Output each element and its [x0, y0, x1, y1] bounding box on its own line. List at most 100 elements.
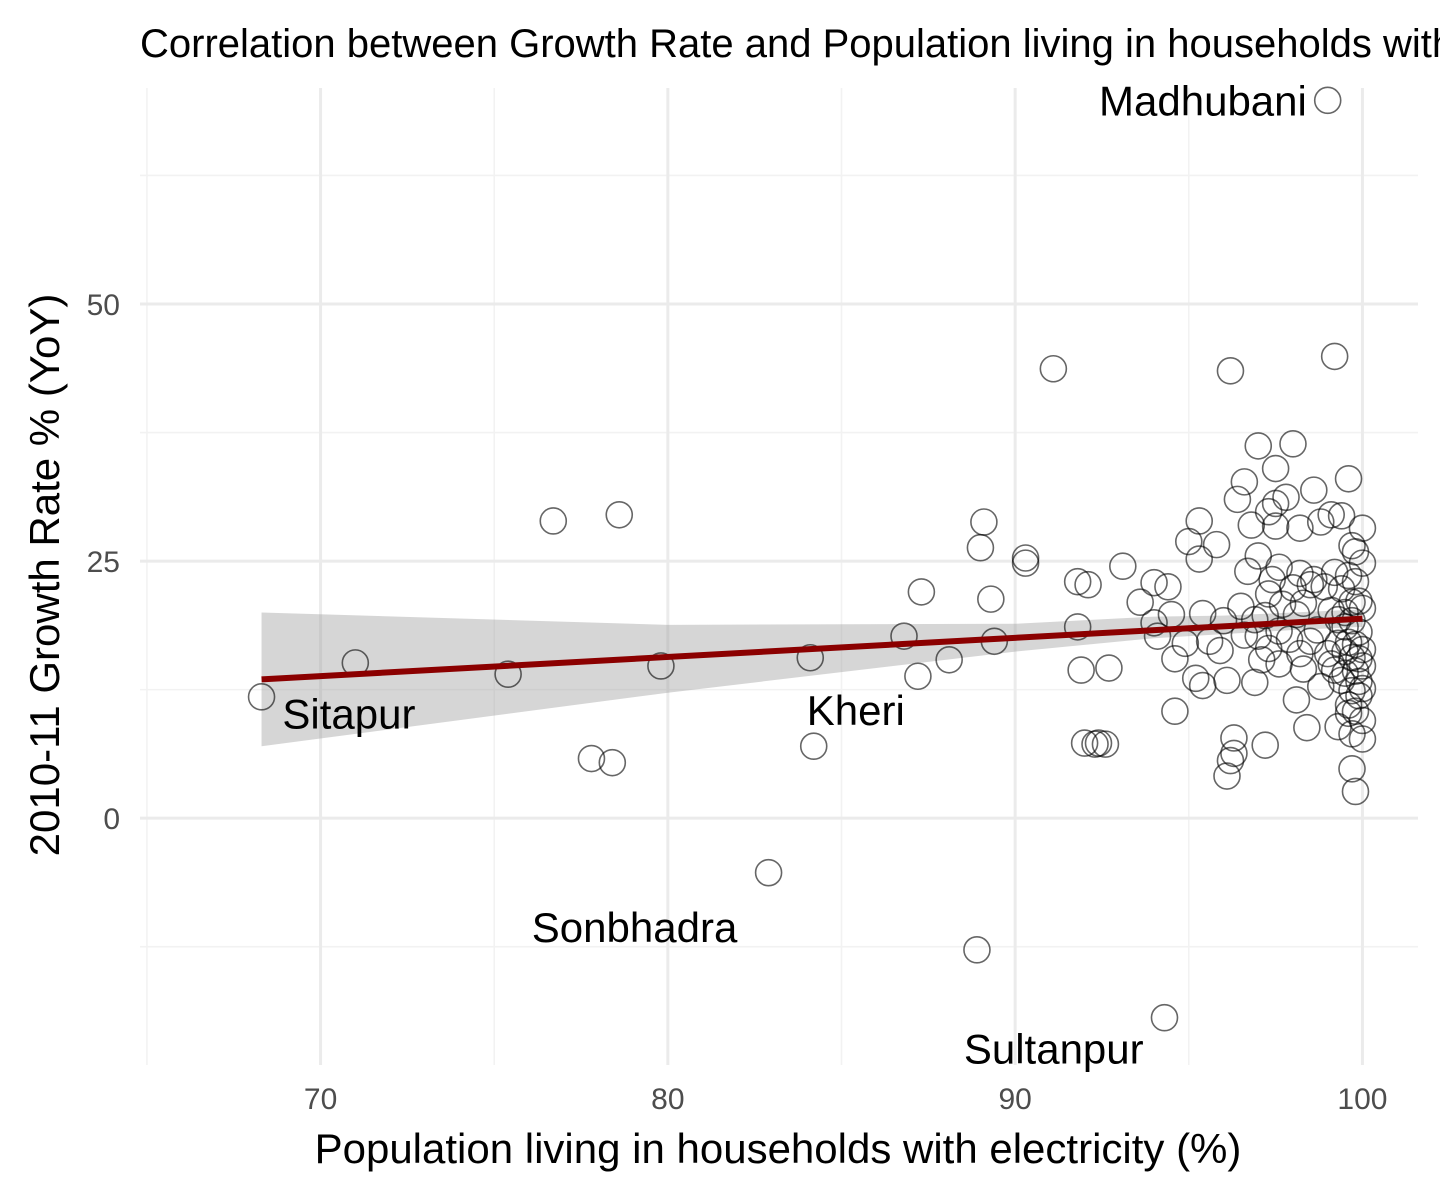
- data-point: [598, 748, 627, 777]
- y-tick-label: 25: [87, 546, 120, 579]
- data-point: [1140, 568, 1168, 597]
- data-point: [1150, 1003, 1179, 1032]
- data-point: [907, 578, 936, 606]
- data-point: [1348, 652, 1377, 680]
- data-point: [1244, 432, 1273, 460]
- data-point: [1261, 512, 1290, 540]
- data-point: [1279, 574, 1307, 602]
- data-point: [1216, 746, 1245, 775]
- point-label: Kheri: [807, 687, 905, 734]
- data-point: [1306, 672, 1335, 701]
- y-tick-label: 0: [103, 803, 120, 836]
- data-point: [966, 533, 995, 562]
- data-point: [963, 936, 991, 964]
- data-point: [1011, 549, 1040, 577]
- data-point: [1220, 724, 1248, 752]
- y-axis-title: 2010-11 Growth Rate % (YoY): [21, 294, 68, 857]
- data-point: [1300, 476, 1328, 504]
- data-point: [1143, 622, 1172, 650]
- data-point: [1338, 755, 1366, 783]
- data-point: [1154, 572, 1182, 601]
- data-point: [1341, 567, 1370, 596]
- x-tick-label: 100: [1337, 1083, 1387, 1116]
- data-point: [1265, 650, 1293, 678]
- data-point: [247, 683, 276, 711]
- data-point: [577, 744, 606, 773]
- data-point: [647, 652, 675, 680]
- x-tick-label: 90: [998, 1083, 1031, 1116]
- data-point: [1268, 590, 1297, 619]
- data-point: [1095, 654, 1123, 682]
- data-point: [1063, 567, 1092, 596]
- data-point: [970, 508, 998, 536]
- data-point: [1223, 485, 1252, 514]
- data-point: [1313, 86, 1342, 115]
- data-point: [1039, 354, 1068, 383]
- point-label: Sultanpur: [964, 1026, 1144, 1073]
- data-point: [1220, 739, 1248, 768]
- data-point: [1126, 588, 1154, 617]
- data-point: [1206, 636, 1234, 665]
- data-point: [1185, 545, 1214, 573]
- data-point: [1244, 542, 1273, 570]
- data-point: [1161, 697, 1189, 726]
- data-point: [977, 585, 1005, 613]
- data-point: [1300, 565, 1328, 594]
- data-point: [1348, 514, 1377, 542]
- data-point: [1296, 570, 1325, 599]
- data-point: [1348, 549, 1377, 577]
- data-point: [1237, 511, 1266, 539]
- data-point: [1251, 601, 1279, 630]
- data-point: [1188, 671, 1217, 700]
- confidence-band-layer: [261, 609, 1363, 747]
- data-point: [1230, 621, 1259, 649]
- data-point: [605, 500, 634, 529]
- data-point: [1306, 508, 1335, 536]
- data-point: [1209, 606, 1238, 635]
- data-point: [1261, 454, 1290, 483]
- x-tick-label: 80: [651, 1083, 684, 1116]
- data-point: [1161, 644, 1189, 673]
- data-point: [1345, 681, 1373, 710]
- data-point: [1140, 608, 1168, 637]
- data-point: [1084, 729, 1113, 757]
- data-point: [890, 622, 918, 650]
- data-point: [1185, 507, 1214, 535]
- trend-line: [261, 615, 1363, 683]
- data-point: [1230, 468, 1259, 496]
- x-tick-label: 70: [304, 1083, 337, 1116]
- confidence-band: [261, 609, 1363, 747]
- data-point: [1063, 613, 1092, 641]
- points-layer: [247, 86, 1377, 1032]
- y-tick-label: 50: [87, 289, 120, 322]
- data-point: [754, 858, 783, 887]
- data-point: [1331, 598, 1359, 627]
- data-point: [1109, 552, 1137, 581]
- data-point: [1070, 729, 1099, 757]
- data-point: [1091, 730, 1120, 758]
- data-point: [1265, 617, 1293, 645]
- data-point: [1254, 634, 1283, 663]
- data-point: [935, 646, 963, 674]
- data-point: [1341, 657, 1370, 685]
- data-point: [1216, 357, 1245, 385]
- data-point: [1251, 731, 1279, 759]
- data-point: [1345, 587, 1373, 615]
- minor-gridlines: [140, 88, 1418, 1065]
- data-point: [1289, 589, 1318, 618]
- data-point: [539, 507, 568, 535]
- data-point: [796, 643, 825, 672]
- data-point: [1011, 544, 1040, 572]
- data-point: [1331, 659, 1359, 687]
- data-point: [494, 660, 522, 689]
- chart-title: Correlation between Growth Rate and Popu…: [140, 22, 1440, 66]
- data-point: [1202, 530, 1231, 559]
- data-point: [1293, 713, 1321, 742]
- data-point: [1327, 502, 1356, 530]
- data-point: [1341, 697, 1370, 726]
- data-point: [1181, 664, 1210, 693]
- data-point: [1338, 676, 1366, 705]
- data-point: [1067, 656, 1095, 684]
- data-point: [1240, 668, 1269, 697]
